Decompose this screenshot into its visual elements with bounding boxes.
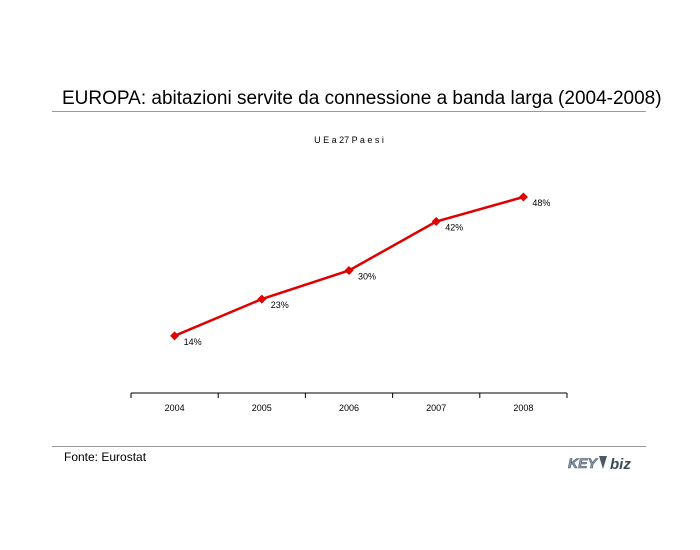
page-title: EUROPA: abitazioni servite da connession… xyxy=(62,88,662,109)
x-tick-label-2008: 2008 xyxy=(513,403,533,413)
x-tick-label-2005: 2005 xyxy=(252,403,272,413)
x-axis: 2004 2005 2006 2007 2008 xyxy=(130,392,568,413)
data-point-2005 xyxy=(257,294,267,304)
footer-divider xyxy=(52,446,646,447)
data-point-2007 xyxy=(431,217,441,226)
data-label-2007: 42% xyxy=(445,223,463,233)
data-label-2004: 14% xyxy=(184,337,202,347)
x-tick-label-2004: 2004 xyxy=(165,403,185,413)
data-label-2005: 23% xyxy=(271,300,289,310)
data-point-2004 xyxy=(170,331,180,341)
series-layer: 14% 23% 30% 42% 48% xyxy=(170,192,550,347)
svg-text:KEY: KEY xyxy=(568,455,598,471)
chart-subtitle: U E a 27 P a e s i xyxy=(314,135,384,145)
title-divider xyxy=(52,111,646,112)
data-point-2008 xyxy=(518,192,528,202)
data-point-2006 xyxy=(344,266,354,275)
data-label-2006: 30% xyxy=(358,272,376,282)
source-note: Fonte: Eurostat xyxy=(64,450,147,464)
x-tick-label-2006: 2006 xyxy=(339,403,359,413)
key4biz-logo: KEY biz xyxy=(568,455,632,473)
x-tick-label-2007: 2007 xyxy=(426,403,446,413)
data-label-2008: 48% xyxy=(532,198,550,208)
svg-text:biz: biz xyxy=(610,456,631,473)
